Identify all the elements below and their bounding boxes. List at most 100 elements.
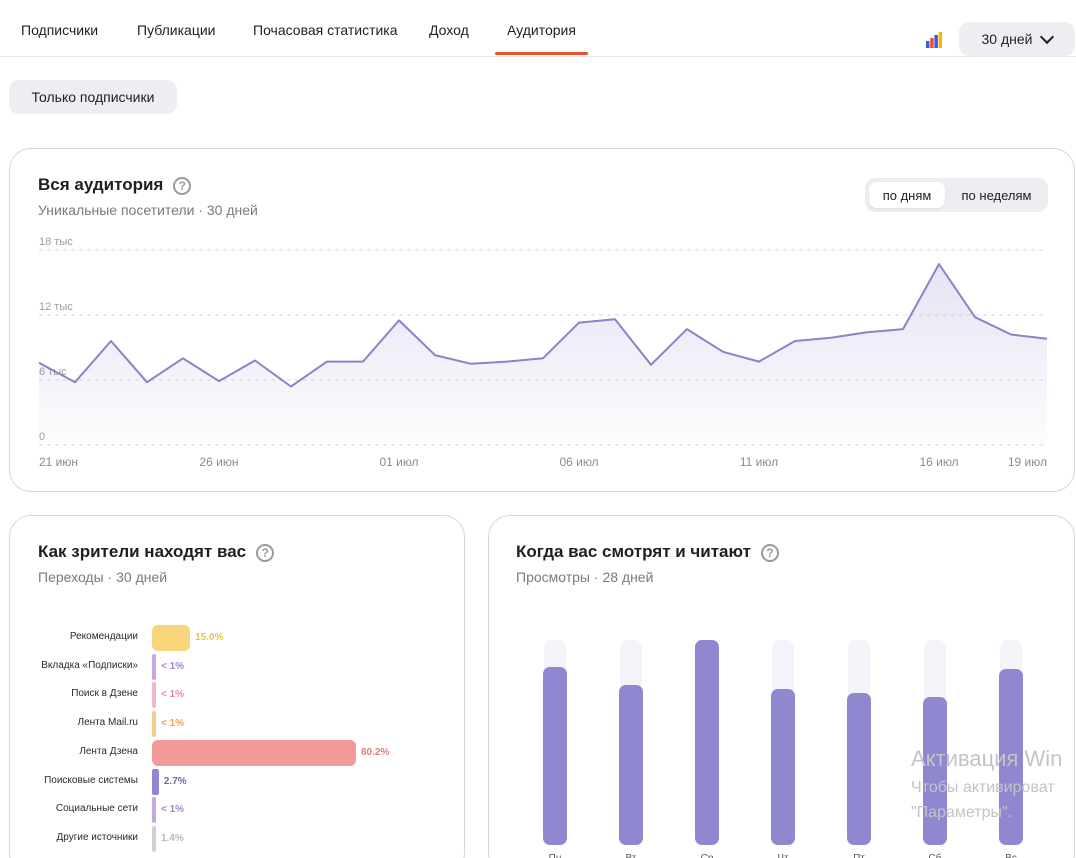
data-point[interactable]: [357, 356, 369, 368]
data-point[interactable]: [321, 356, 333, 368]
source-row[interactable]: Рекомендации 15.0%: [10, 625, 465, 651]
sources-card-title: Как зрители находят вас?: [38, 542, 275, 562]
data-point[interactable]: [249, 355, 261, 367]
period-dropdown[interactable]: 30 дней: [959, 22, 1075, 56]
data-point[interactable]: [609, 313, 621, 325]
weekday-card-subtitle: Просмотры · 28 дней: [516, 569, 654, 585]
bar-chart-icon[interactable]: [926, 32, 942, 48]
data-point[interactable]: [753, 356, 765, 368]
data-point[interactable]: [861, 326, 873, 338]
source-value: 15.0%: [195, 632, 224, 643]
source-row[interactable]: Лента Mail.ru < 1%: [10, 711, 465, 738]
data-point[interactable]: [537, 352, 549, 364]
data-point[interactable]: [933, 258, 945, 270]
weekday-bar[interactable]: [695, 640, 719, 845]
source-label: Поиск в Дзене: [71, 688, 138, 700]
source-label: Рекомендации: [69, 631, 138, 642]
data-point[interactable]: [573, 317, 585, 329]
weekday-bar[interactable]: [771, 689, 795, 845]
toggle-by-days[interactable]: по дням: [869, 182, 945, 208]
source-bar: [152, 682, 156, 709]
source-bar: [152, 711, 156, 738]
data-point[interactable]: [465, 358, 477, 370]
x-tick-label: 06 июл: [559, 455, 598, 469]
period-label: 30 дней: [981, 31, 1033, 47]
source-label: Вкладка «Подписки»: [41, 659, 138, 671]
weekday-title-text: Когда вас смотрят и читают: [516, 542, 751, 561]
source-row[interactable]: Лента Дзена 80.2%: [10, 739, 465, 766]
tab-audience[interactable]: Аудитория: [495, 22, 588, 55]
question-circle-icon[interactable]: ?: [173, 176, 192, 195]
source-row[interactable]: Поиск в Дзене < 1%: [10, 682, 465, 709]
question-circle-icon[interactable]: ?: [256, 543, 275, 562]
data-point[interactable]: [969, 311, 981, 323]
weekday-bar[interactable]: [619, 685, 643, 845]
data-point[interactable]: [393, 314, 405, 326]
data-point[interactable]: [717, 346, 729, 358]
data-point[interactable]: [681, 323, 693, 335]
weekday-card-title: Когда вас смотрят и читают?: [516, 542, 779, 562]
data-point[interactable]: [33, 357, 45, 369]
tab-publications[interactable]: Публикации: [137, 22, 216, 38]
tab-subscribers[interactable]: Подписчики: [21, 22, 99, 38]
source-bar: [152, 653, 156, 680]
weekday-label: Чт: [768, 853, 798, 858]
subscribers-only-filter-button[interactable]: Только подписчики: [9, 80, 177, 114]
weekday-bar[interactable]: [923, 697, 947, 845]
source-row[interactable]: Вкладка «Подписки» < 1%: [10, 653, 465, 680]
data-point[interactable]: [1005, 329, 1017, 341]
source-value: 80.2%: [361, 746, 390, 758]
source-label: Лента Дзена: [79, 745, 138, 757]
data-point[interactable]: [897, 323, 909, 335]
data-point[interactable]: [69, 376, 81, 388]
source-bar: [152, 825, 156, 852]
sources-card: Как зрители находят вас? Переходы · 30 д…: [9, 515, 465, 858]
weekday-bar[interactable]: [847, 693, 871, 845]
audience-card: Вся аудитория? Уникальные посетители · 3…: [9, 148, 1075, 492]
source-value: < 1%: [161, 689, 185, 701]
x-tick-label: 11 июл: [740, 455, 778, 469]
data-point[interactable]: [177, 352, 189, 364]
source-value: < 1%: [161, 660, 185, 672]
source-bar: [152, 625, 191, 651]
source-row[interactable]: Поисковые системы 2.7%: [10, 768, 465, 795]
source-label: Другие источники: [56, 831, 138, 843]
data-point[interactable]: [645, 359, 657, 371]
series-line: [38, 263, 1048, 388]
weekday-label: Сб: [920, 853, 950, 858]
weekday-bar[interactable]: [999, 668, 1023, 845]
source-value: 2.7%: [163, 775, 187, 787]
tab-income[interactable]: Доход: [429, 22, 469, 38]
weekday-label: Вт: [616, 853, 646, 858]
weekday-bar[interactable]: [543, 666, 567, 845]
activation-watermark-line: Чтобы активироват: [911, 779, 1055, 796]
data-point[interactable]: [789, 335, 801, 347]
top-navigation: Подписчики Публикации Почасовая статисти…: [0, 0, 1076, 57]
question-circle-icon[interactable]: ?: [760, 543, 779, 562]
data-point[interactable]: [1041, 333, 1053, 345]
filter-label: Только подписчики: [31, 89, 155, 105]
weekday-label: Вс: [996, 853, 1026, 858]
data-point[interactable]: [105, 335, 117, 347]
toggle-by-weeks[interactable]: по неделям: [961, 187, 1032, 203]
chevron-down-icon: [1040, 29, 1055, 44]
x-tick-label: 01 июл: [379, 455, 418, 469]
data-point[interactable]: [825, 332, 837, 344]
tab-hourly-stats[interactable]: Почасовая статистика: [253, 22, 398, 38]
y-tick-label: 18 тыс: [39, 236, 73, 248]
source-row[interactable]: Социальные сети < 1%: [10, 797, 465, 824]
source-value: < 1%: [161, 804, 185, 816]
data-point[interactable]: [501, 356, 513, 368]
period-granularity-toggle: по дням по неделям: [865, 178, 1048, 212]
activation-watermark-line: "Параметры".: [911, 804, 1013, 821]
data-point[interactable]: [141, 376, 153, 388]
source-row[interactable]: Другие источники 1.4%: [10, 825, 465, 852]
sources-title-text: Как зрители находят вас: [38, 542, 247, 561]
data-point[interactable]: [285, 381, 297, 393]
source-value: < 1%: [161, 718, 185, 730]
sources-card-subtitle: Переходы · 30 дней: [38, 569, 168, 585]
data-point[interactable]: [213, 375, 225, 387]
data-point[interactable]: [429, 349, 441, 361]
x-tick-label: 19 июл: [1008, 455, 1047, 469]
